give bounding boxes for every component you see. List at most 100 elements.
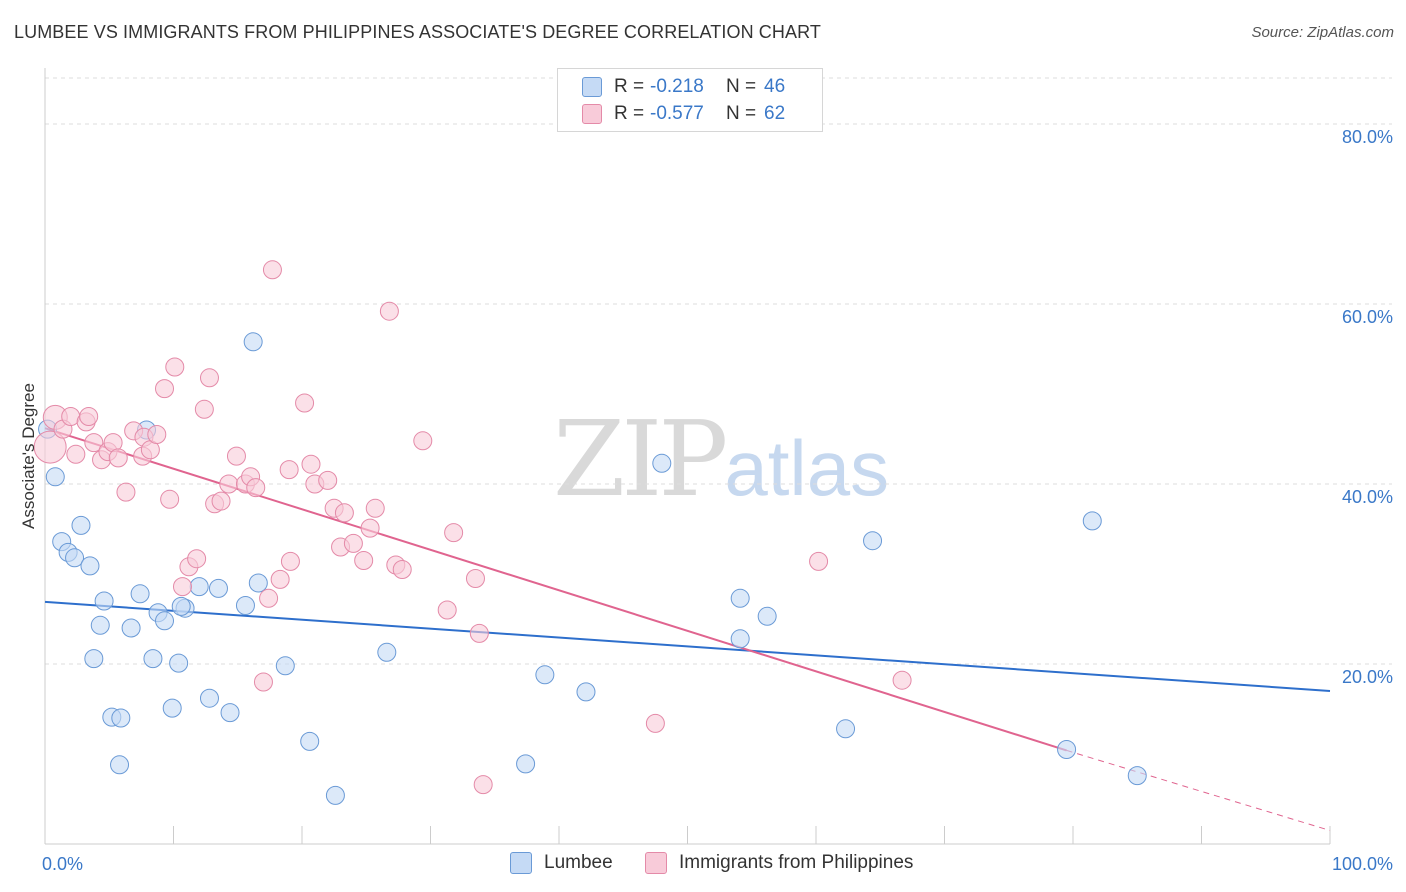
legend-r-label: R = xyxy=(614,76,645,97)
philippines-point xyxy=(444,523,464,543)
philippines-swatch xyxy=(582,104,602,124)
philippines-point xyxy=(334,503,354,523)
philippines-point xyxy=(473,775,493,795)
philippines-points xyxy=(33,260,912,795)
philippines-point xyxy=(280,551,300,571)
lumbee-point xyxy=(757,606,777,626)
legend-n-label: N = xyxy=(726,103,757,124)
philippines-point xyxy=(211,491,231,511)
lumbee-point xyxy=(516,754,536,774)
legend-lumbee-name: Lumbee xyxy=(544,852,613,873)
y-tick-label: 20.0% xyxy=(1342,667,1393,687)
philippines-point xyxy=(253,672,273,692)
correlation-legend: R = -0.218 N = 46 R = -0.577 N = 62 xyxy=(557,68,823,132)
philippines-point xyxy=(194,399,214,419)
legend-philippines-r: -0.577 xyxy=(650,103,704,124)
philippines-point xyxy=(295,393,315,413)
philippines-point xyxy=(279,460,299,480)
legend-lumbee-r: -0.218 xyxy=(650,76,704,97)
lumbee-point xyxy=(130,584,150,604)
lumbee-point xyxy=(243,332,263,352)
philippines-point xyxy=(79,407,99,426)
lumbee-point xyxy=(325,785,345,805)
philippines-point xyxy=(437,600,457,620)
philippines-point xyxy=(116,482,136,502)
lumbee-point xyxy=(652,453,672,473)
legend-philippines-n: 62 xyxy=(764,103,786,124)
lumbee-point xyxy=(80,556,100,576)
lumbee-point xyxy=(248,573,268,593)
philippines-point xyxy=(301,454,321,474)
y-tick-label: 80.0% xyxy=(1342,127,1393,147)
philippines-point xyxy=(892,670,912,690)
philippines-point xyxy=(84,433,104,453)
chart-title: LUMBEE VS IMMIGRANTS FROM PHILIPPINES AS… xyxy=(14,22,821,42)
lumbee-swatch xyxy=(582,77,602,97)
y-axis-label: Associate's Degree xyxy=(19,383,38,529)
watermark-zip: ZIP xyxy=(553,398,728,520)
philippines-point xyxy=(66,444,86,464)
lumbee-point xyxy=(235,596,255,615)
lumbee-point xyxy=(208,578,228,598)
lumbee-point xyxy=(199,688,219,708)
philippines-point xyxy=(262,260,282,280)
philippines-point xyxy=(469,623,489,643)
philippines-point xyxy=(172,577,192,597)
lumbee-point xyxy=(863,531,883,551)
lumbee-point xyxy=(111,708,131,728)
source-label: Source: ZipAtlas.com xyxy=(1251,24,1394,41)
philippines-point xyxy=(465,569,485,588)
lumbee-point xyxy=(836,719,856,739)
philippines-point xyxy=(155,379,175,399)
lumbee-point xyxy=(1057,740,1077,759)
philippines-point xyxy=(360,518,380,538)
lumbee-point xyxy=(535,665,555,685)
series-legend: Lumbee Immigrants from Philippines xyxy=(0,852,1406,878)
philippines-point xyxy=(318,470,338,490)
lumbee-point xyxy=(121,618,141,638)
philippines-point xyxy=(199,368,219,388)
philippines-point xyxy=(354,551,374,570)
trend-lines xyxy=(44,427,1331,831)
legend-lumbee-n: 46 xyxy=(764,76,786,97)
lumbee-point xyxy=(730,629,750,649)
x-tick-label-min: 0.0% xyxy=(42,854,83,874)
lumbee-point xyxy=(94,591,114,611)
legend-item-philippines: Immigrants from Philippines xyxy=(645,852,913,874)
philippines-point xyxy=(343,533,363,553)
philippines-point xyxy=(270,569,290,589)
philippines-point xyxy=(809,551,829,571)
philippines-trend-extension xyxy=(1066,749,1331,831)
lumbee-point xyxy=(171,596,191,616)
lumbee-point xyxy=(1127,766,1147,786)
y-tick-label: 60.0% xyxy=(1342,307,1393,327)
philippines-point xyxy=(392,560,412,579)
lumbee-point xyxy=(576,682,596,702)
lumbee-points xyxy=(38,332,1147,805)
philippines-point xyxy=(226,446,246,466)
philippines-point xyxy=(365,498,385,518)
lumbee-point xyxy=(155,611,175,631)
philippines-point xyxy=(165,357,185,377)
lumbee-point xyxy=(84,649,104,669)
philippines-point xyxy=(645,713,665,733)
x-tick-label-max: 100.0% xyxy=(1332,854,1393,874)
lumbee-point xyxy=(65,548,85,568)
lumbee-point xyxy=(275,656,295,676)
legend-item-lumbee: Lumbee xyxy=(510,852,613,874)
grid-lines xyxy=(45,77,1392,665)
lumbee-point xyxy=(169,653,189,673)
philippines-point xyxy=(160,489,180,509)
philippines-point xyxy=(259,588,279,608)
legend-r-label: R = xyxy=(614,103,645,124)
watermark-atlas: atlas xyxy=(724,424,890,512)
philippines-point xyxy=(147,425,167,444)
philippines-point xyxy=(33,430,67,464)
philippines-point xyxy=(413,431,433,451)
lumbee-point xyxy=(143,649,163,669)
lumbee-point xyxy=(300,731,320,751)
philippines-point xyxy=(108,448,128,468)
legend-philippines-name: Immigrants from Philippines xyxy=(679,852,914,873)
lumbee-point xyxy=(220,703,240,723)
